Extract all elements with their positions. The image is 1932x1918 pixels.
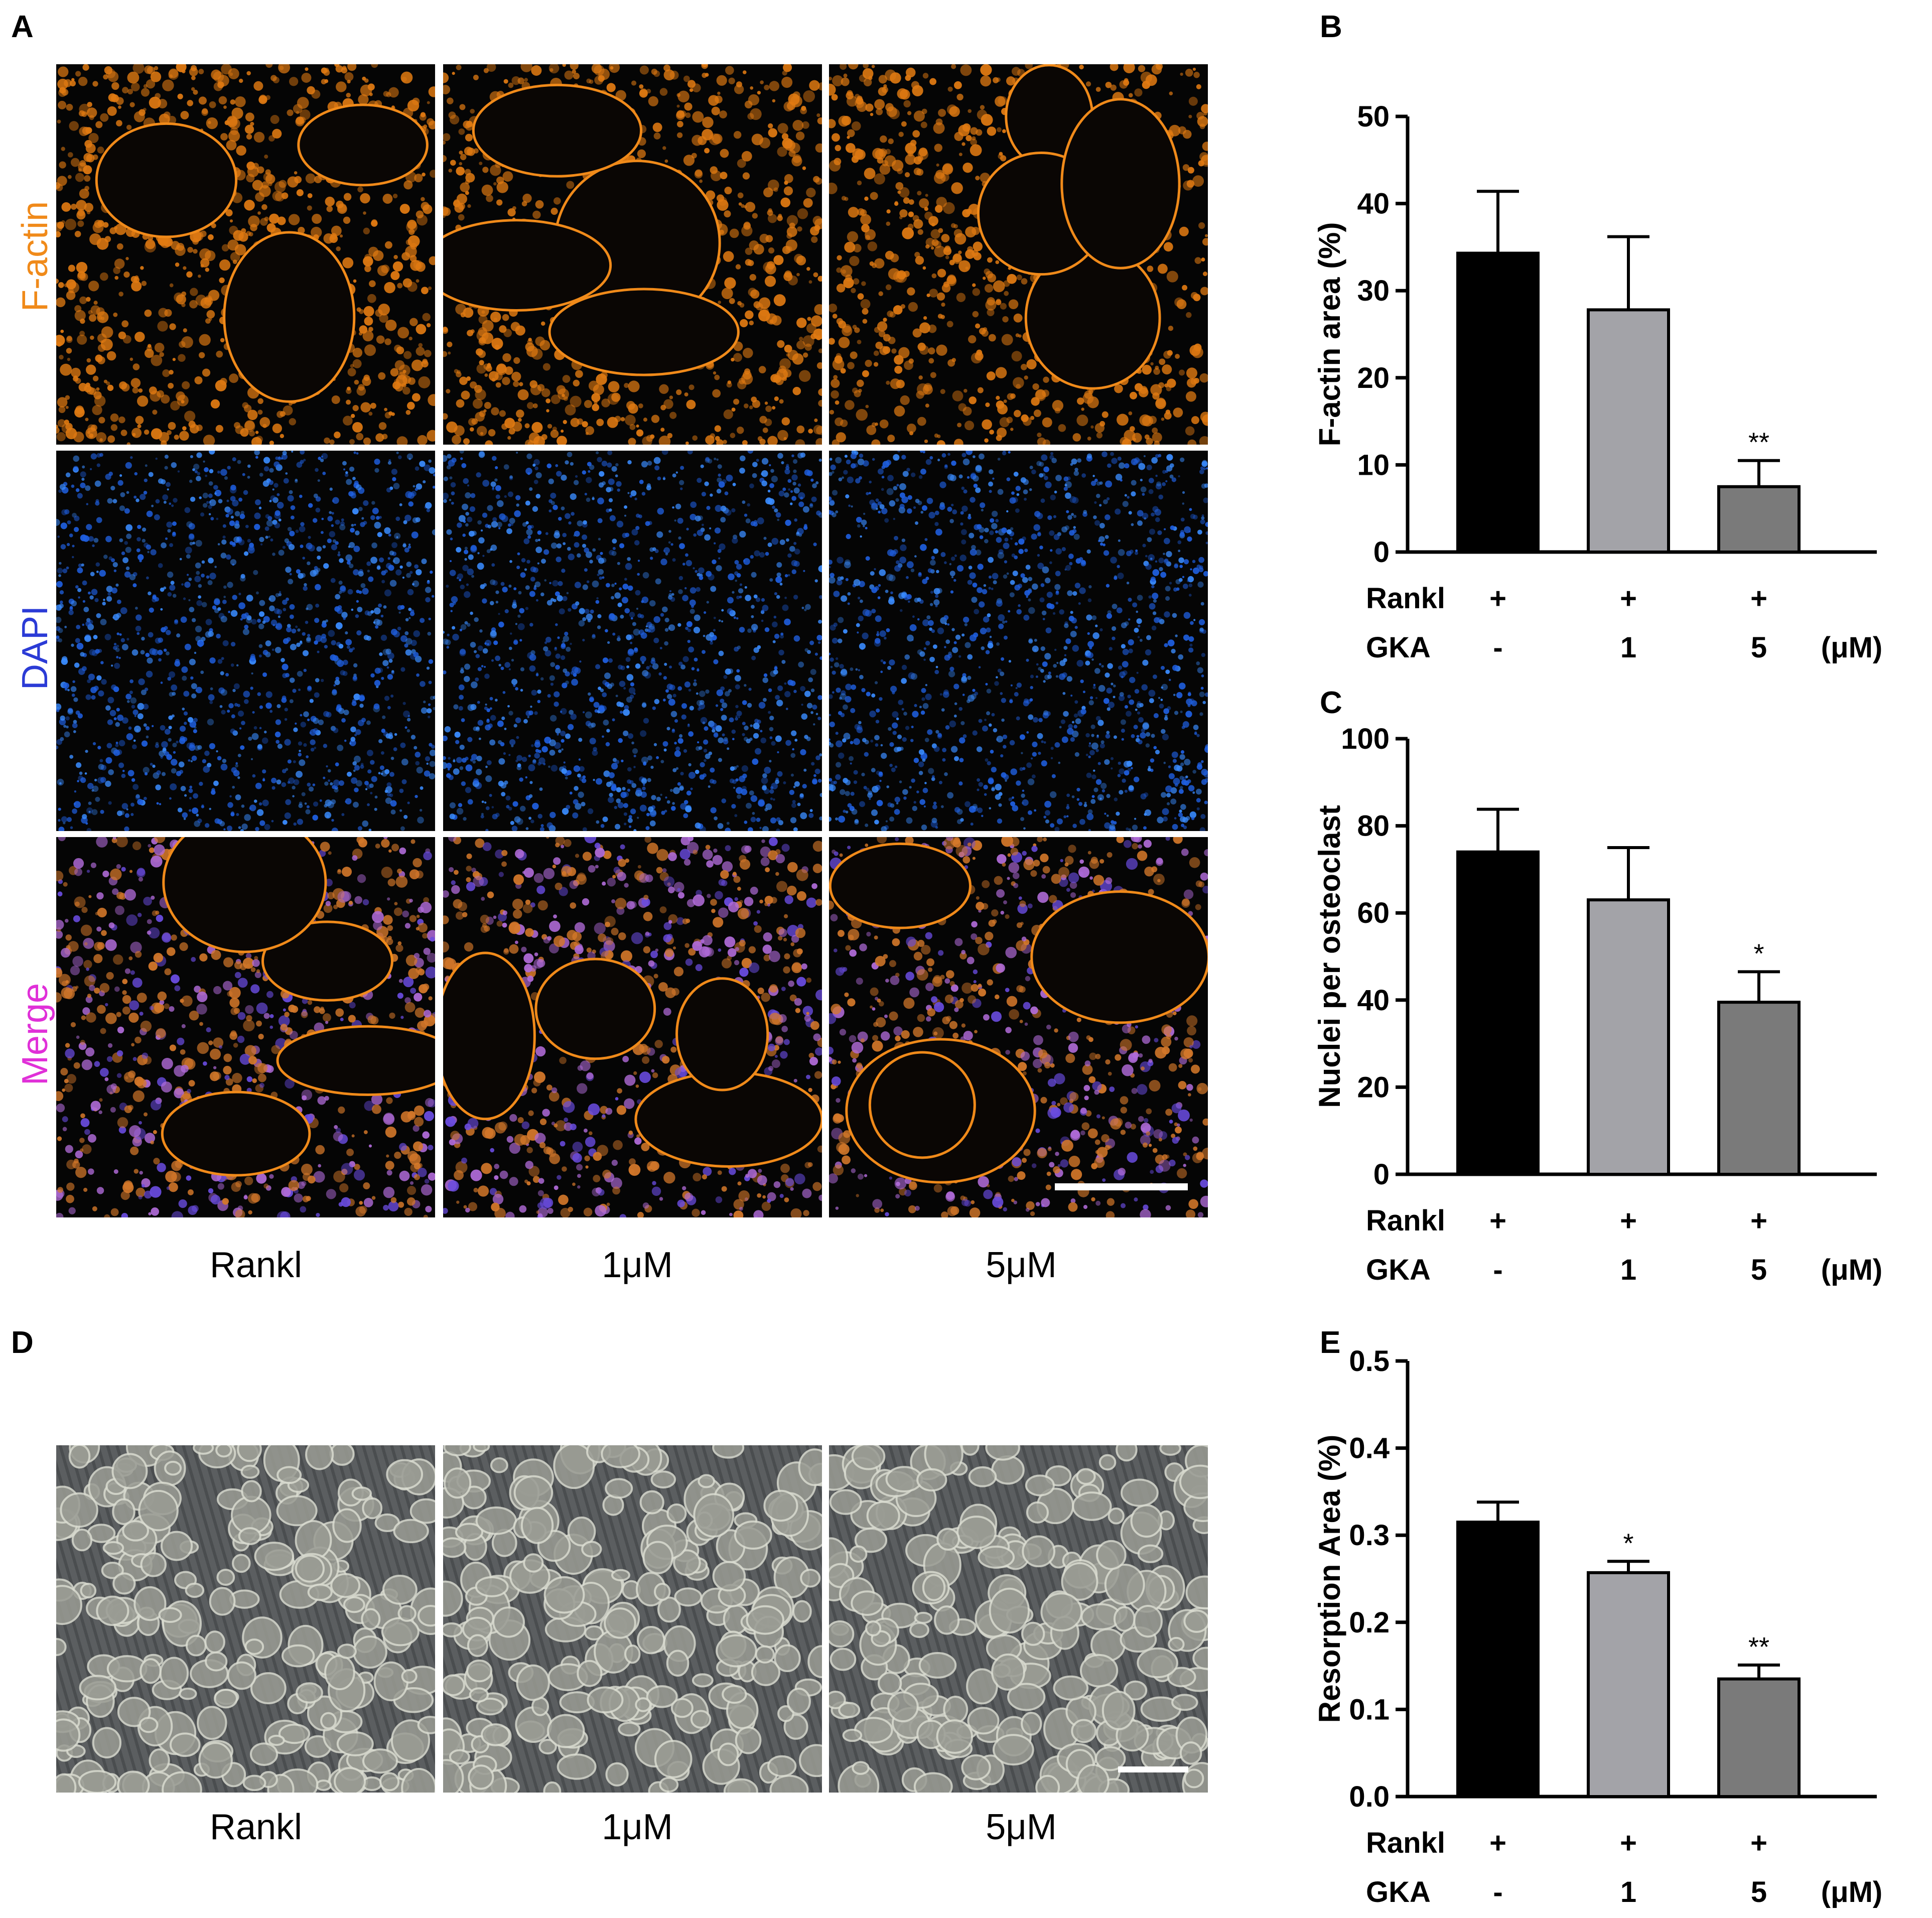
bar bbox=[1456, 1521, 1540, 1799]
significance-label: ** bbox=[1748, 428, 1769, 458]
micrograph-dapi-3 bbox=[829, 451, 1208, 831]
scale-bar-d bbox=[1118, 1766, 1188, 1772]
chart-b-factin-area: F-actin area (%) 0 10 20 30 40 50 ** Rankl + + + GKA… bbox=[1313, 100, 1882, 664]
row-label-factin: F-actin bbox=[15, 201, 55, 312]
bar bbox=[1456, 850, 1540, 1176]
condition-value: + bbox=[1750, 1827, 1767, 1859]
y-tick-label: 40 bbox=[1357, 188, 1390, 220]
col-label-5um: 5μM bbox=[986, 1245, 1057, 1285]
panel-letter-d: D bbox=[11, 1325, 34, 1360]
micrograph-factin-2 bbox=[443, 64, 822, 445]
condition-value: + bbox=[1750, 582, 1767, 615]
col-label-5um-d: 5μM bbox=[986, 1807, 1057, 1847]
micrograph-merge-2 bbox=[443, 837, 822, 1217]
chart-e-resorption-area: Resorption Area (%)0.00.10.20.30.40.5***… bbox=[1313, 1345, 1882, 1908]
condition-row-label: Rankl bbox=[1366, 1827, 1445, 1859]
y-tick-label: 50 bbox=[1357, 100, 1390, 133]
panel-letter-c: C bbox=[1320, 686, 1342, 720]
panel-letter-e: E bbox=[1320, 1325, 1341, 1360]
micrograph-merge-3 bbox=[829, 837, 1208, 1217]
condition-row-label: GKA bbox=[1366, 1254, 1431, 1286]
y-tick-label: 0.1 bbox=[1349, 1693, 1390, 1726]
condition-value: 1 bbox=[1620, 1876, 1636, 1908]
panel-letter-a: A bbox=[11, 10, 34, 44]
micrograph-factin-1 bbox=[56, 64, 435, 445]
condition-row-label: GKA bbox=[1366, 1876, 1431, 1908]
condition-value: - bbox=[1493, 1876, 1502, 1908]
col-label-rankl: Rankl bbox=[209, 1245, 303, 1285]
micrograph-factin-3 bbox=[829, 64, 1208, 445]
significance-label: * bbox=[1753, 938, 1764, 969]
y-tick-label: 40 bbox=[1357, 984, 1390, 1017]
col-label-1um: 1μM bbox=[602, 1245, 673, 1285]
micrograph-resorption-1 bbox=[56, 1445, 435, 1793]
micrograph-dapi-2 bbox=[443, 451, 822, 831]
row-label-merge: Merge bbox=[15, 983, 55, 1086]
condition-value: - bbox=[1493, 631, 1502, 664]
bar bbox=[1587, 898, 1670, 1176]
y-tick-label: 0.3 bbox=[1349, 1519, 1390, 1552]
condition-value: 5 bbox=[1751, 631, 1767, 664]
y-tick-label: 0.2 bbox=[1349, 1606, 1390, 1639]
condition-value: + bbox=[1489, 1204, 1506, 1237]
condition-value: + bbox=[1620, 1827, 1637, 1859]
y-tick-label: 10 bbox=[1357, 449, 1390, 481]
y-tick-label: 80 bbox=[1357, 810, 1390, 843]
col-label-rankl-d: Rankl bbox=[209, 1807, 303, 1847]
y-tick-label: 0.5 bbox=[1349, 1345, 1390, 1378]
y-axis-label: Nuclei per osteoclast bbox=[1313, 805, 1346, 1108]
bar bbox=[1456, 251, 1540, 554]
y-axis-label: F-actin area (%) bbox=[1313, 222, 1346, 447]
condition-value: 1 bbox=[1620, 631, 1636, 664]
bar bbox=[1587, 308, 1670, 554]
condition-value: 5 bbox=[1751, 1876, 1767, 1908]
micrograph-resorption-2 bbox=[443, 1445, 822, 1793]
micrograph-merge-1 bbox=[56, 837, 435, 1217]
condition-row-label: GKA bbox=[1366, 631, 1431, 664]
condition-value: 1 bbox=[1620, 1254, 1636, 1286]
unit-label: (μM) bbox=[1821, 1254, 1882, 1286]
condition-value: 5 bbox=[1751, 1254, 1767, 1286]
y-tick-label: 0.0 bbox=[1349, 1780, 1390, 1813]
condition-value: + bbox=[1620, 1204, 1637, 1237]
condition-value: + bbox=[1620, 582, 1637, 615]
scale-bar bbox=[1055, 1183, 1188, 1190]
y-tick-label: 0.4 bbox=[1349, 1432, 1390, 1465]
panel-letter-b: B bbox=[1320, 10, 1342, 44]
y-tick-label: 0 bbox=[1373, 1158, 1390, 1191]
condition-row-label: Rankl bbox=[1366, 582, 1445, 615]
unit-label: (μM) bbox=[1821, 1876, 1882, 1908]
row-label-dapi: DAPI bbox=[15, 605, 55, 691]
condition-value: + bbox=[1750, 1204, 1767, 1237]
y-tick-label: 20 bbox=[1357, 1071, 1390, 1104]
bar bbox=[1717, 1677, 1801, 1799]
bar bbox=[1587, 1571, 1670, 1798]
unit-label: (μM) bbox=[1821, 631, 1882, 664]
bar bbox=[1717, 1001, 1801, 1176]
y-tick-label: 60 bbox=[1357, 897, 1390, 929]
micrograph-resorption-3 bbox=[829, 1445, 1208, 1793]
micrograph-dapi-1 bbox=[56, 451, 435, 831]
y-tick-label: 100 bbox=[1341, 723, 1390, 755]
chart-c-nuclei-per-osteoclast: Nuclei per osteoclast 0 20 40 60 80 100 * Rankl +… bbox=[1313, 723, 1882, 1286]
condition-row-label: Rankl bbox=[1366, 1204, 1445, 1237]
significance-label: ** bbox=[1748, 1632, 1769, 1662]
condition-value: - bbox=[1493, 1254, 1502, 1286]
y-tick-label: 30 bbox=[1357, 275, 1390, 307]
y-axis-label: Resorption Area (%) bbox=[1313, 1435, 1346, 1723]
condition-value: + bbox=[1489, 582, 1506, 615]
condition-value: + bbox=[1489, 1827, 1506, 1859]
significance-label: * bbox=[1623, 1528, 1633, 1558]
col-label-1um-d: 1μM bbox=[602, 1807, 673, 1847]
bar bbox=[1717, 485, 1801, 554]
y-tick-label: 0 bbox=[1373, 536, 1390, 569]
y-tick-label: 20 bbox=[1357, 362, 1390, 394]
